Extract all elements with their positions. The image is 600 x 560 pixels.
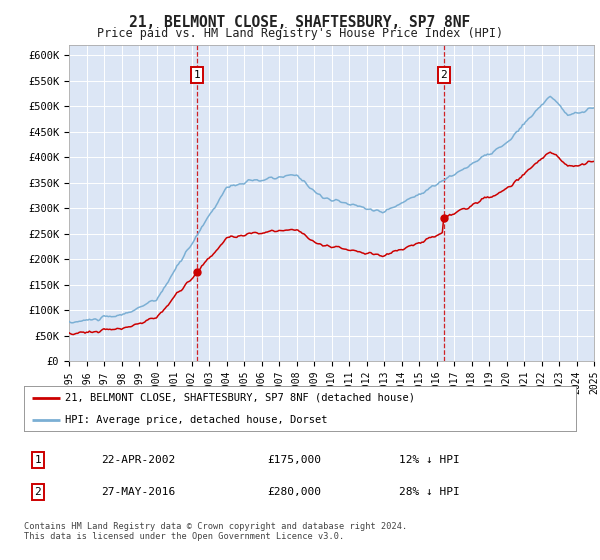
- Text: £175,000: £175,000: [267, 455, 321, 465]
- Text: 28% ↓ HPI: 28% ↓ HPI: [400, 487, 460, 497]
- Text: Price paid vs. HM Land Registry's House Price Index (HPI): Price paid vs. HM Land Registry's House …: [97, 27, 503, 40]
- Text: Contains HM Land Registry data © Crown copyright and database right 2024.
This d: Contains HM Land Registry data © Crown c…: [24, 522, 407, 542]
- Text: 2: 2: [440, 70, 447, 80]
- Text: 21, BELMONT CLOSE, SHAFTESBURY, SP7 8NF (detached house): 21, BELMONT CLOSE, SHAFTESBURY, SP7 8NF …: [65, 393, 415, 403]
- Text: £280,000: £280,000: [267, 487, 321, 497]
- Text: 2: 2: [34, 487, 41, 497]
- Text: 27-MAY-2016: 27-MAY-2016: [101, 487, 176, 497]
- Text: 22-APR-2002: 22-APR-2002: [101, 455, 176, 465]
- Text: 1: 1: [194, 70, 200, 80]
- Text: 12% ↓ HPI: 12% ↓ HPI: [400, 455, 460, 465]
- Text: 21, BELMONT CLOSE, SHAFTESBURY, SP7 8NF: 21, BELMONT CLOSE, SHAFTESBURY, SP7 8NF: [130, 15, 470, 30]
- Text: HPI: Average price, detached house, Dorset: HPI: Average price, detached house, Dors…: [65, 415, 328, 425]
- Text: 1: 1: [34, 455, 41, 465]
